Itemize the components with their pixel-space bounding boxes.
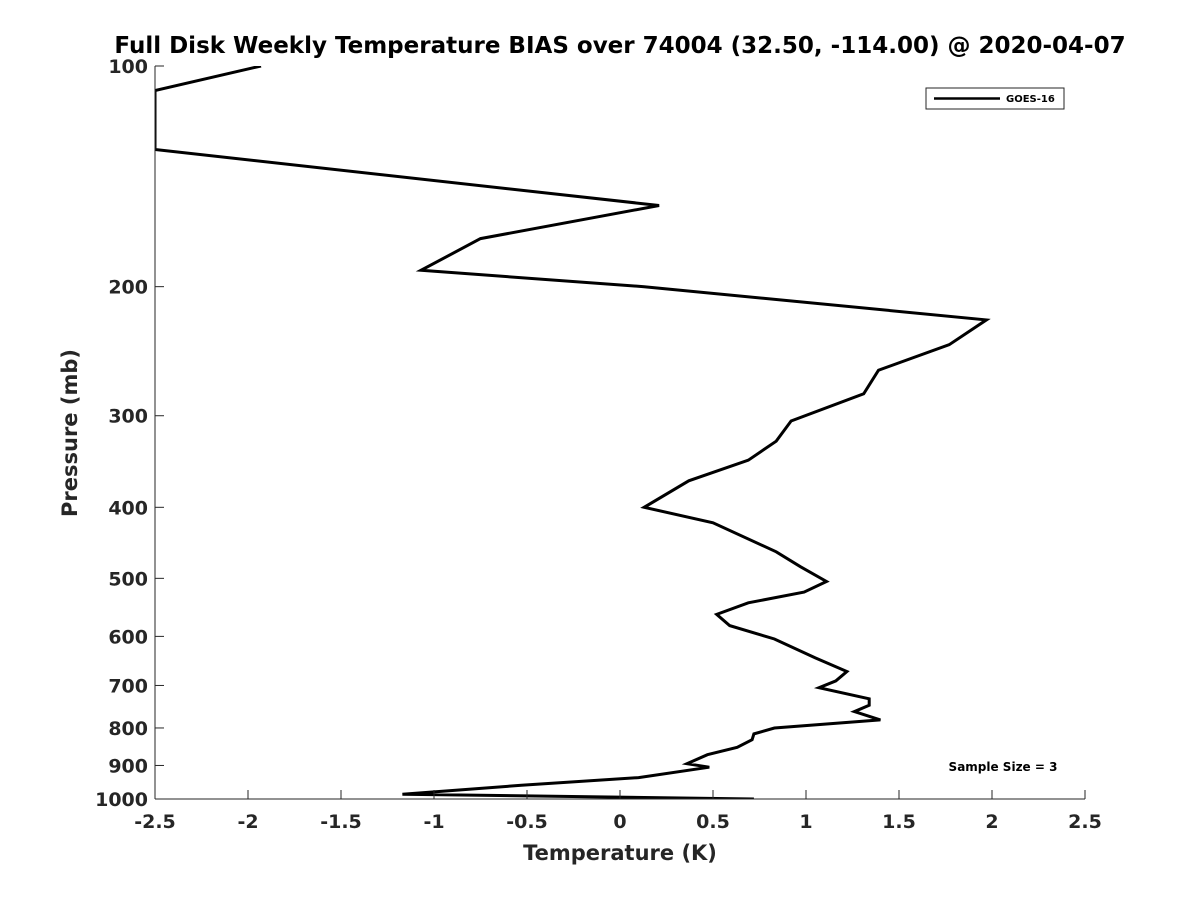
legend: GOES-16 — [925, 87, 1065, 110]
x-tick-label: 0 — [613, 811, 626, 833]
y-tick-label: 1000 — [95, 789, 148, 811]
y-tick-label: 400 — [108, 497, 148, 519]
y-tick-label: 200 — [108, 277, 148, 299]
sample-size-annotation: Sample Size = 3 — [949, 760, 1058, 774]
x-tick-label: 2.5 — [1068, 811, 1102, 833]
series-layer — [155, 66, 991, 799]
y-tick-label: 100 — [108, 56, 148, 78]
x-tick-label: -1.5 — [320, 811, 362, 833]
y-tick-label: 300 — [108, 406, 148, 428]
y-axis-title: Pressure (mb) — [58, 349, 82, 517]
series-line-goes-16 — [155, 66, 991, 799]
x-tick-label: 2 — [985, 811, 998, 833]
y-tick-label: 800 — [108, 718, 148, 740]
ticks-layer: -2.5 -2 -1.5 -1 -0.5 0 0.5 1 1.5 2 2.5 100 200 300 400… — [95, 56, 1102, 833]
y-tick-label: 500 — [108, 568, 148, 590]
y-tick-label: 900 — [108, 755, 148, 777]
x-tick-label: 0.5 — [696, 811, 730, 833]
x-tick-label: -0.5 — [506, 811, 548, 833]
y-tick-label: 600 — [108, 626, 148, 648]
plot-area — [155, 66, 1085, 799]
x-tick-label: -2.5 — [134, 811, 176, 833]
x-tick-label: 1 — [799, 811, 812, 833]
legend-label-goes-16: GOES-16 — [1006, 94, 1055, 105]
x-tick-label: 1.5 — [882, 811, 916, 833]
chart-title: Full Disk Weekly Temperature BIAS over 7… — [114, 33, 1125, 59]
x-tick-label: -1 — [423, 811, 444, 833]
y-tick-label: 700 — [108, 675, 148, 697]
x-tick-label: -2 — [237, 811, 258, 833]
x-axis-title: Temperature (K) — [523, 841, 717, 865]
